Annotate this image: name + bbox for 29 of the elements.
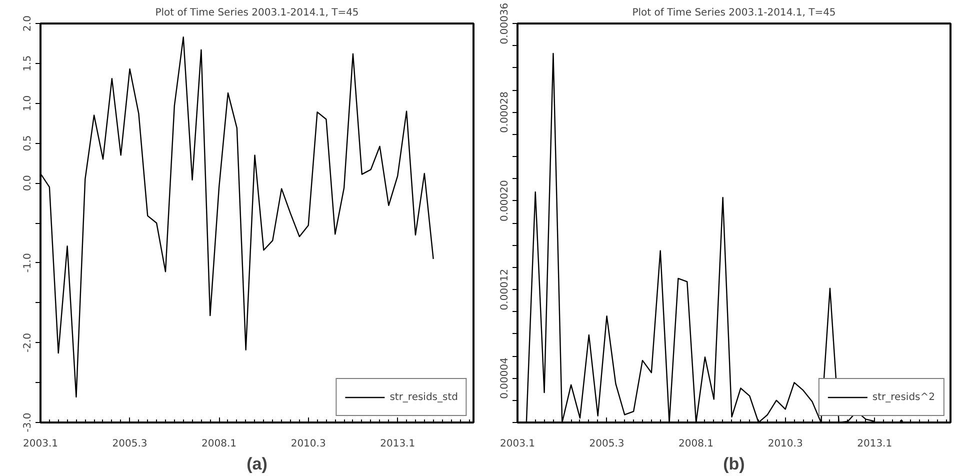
legend-label: str_resids^2 bbox=[872, 392, 935, 402]
y-tick-label: 2.0 bbox=[22, 16, 34, 32]
y-tick-label: 0.00028 bbox=[500, 91, 510, 133]
x-tick-label: 2008.1 bbox=[678, 438, 714, 450]
y-tick-label: 0.00020 bbox=[500, 180, 510, 222]
chart-title: Plot of Time Series 2003.1-2014.1, T=45 bbox=[632, 8, 836, 18]
legend-label: str_resids_std bbox=[390, 392, 458, 402]
x-tick-label: 2003.1 bbox=[23, 438, 58, 450]
x-axis-title: (b) bbox=[723, 454, 745, 474]
y-tick-label: 0.00012 bbox=[500, 268, 510, 310]
y-tick-label: 1.5 bbox=[22, 55, 34, 72]
y-tick-label: 1.0 bbox=[22, 95, 34, 112]
x-tick-label: 2003.1 bbox=[500, 438, 536, 450]
x-tick-label: 2005.3 bbox=[589, 438, 624, 450]
x-tick-label: 2010.3 bbox=[290, 438, 326, 450]
y-tick-label: -2.0 bbox=[22, 332, 34, 352]
y-tick-label: 0.00036 bbox=[500, 2, 510, 44]
y-tick-label: 0.00004 bbox=[500, 357, 510, 399]
y-tick-label: -1.0 bbox=[22, 253, 34, 273]
y-tick-label: -3.0 bbox=[22, 412, 34, 432]
y-tick-label: 0.5 bbox=[22, 135, 34, 152]
y-tick-label: 0.0 bbox=[22, 175, 34, 192]
x-axis-title: (a) bbox=[246, 454, 268, 474]
x-tick-label: 2013.1 bbox=[857, 438, 892, 450]
x-tick-label: 2010.3 bbox=[768, 438, 803, 450]
x-tick-label: 2008.1 bbox=[202, 438, 237, 450]
x-tick-label: 2005.3 bbox=[112, 438, 148, 450]
x-tick-label: 2013.1 bbox=[380, 438, 416, 450]
chart-title: Plot of Time Series 2003.1-2014.1, T=45 bbox=[155, 8, 359, 18]
